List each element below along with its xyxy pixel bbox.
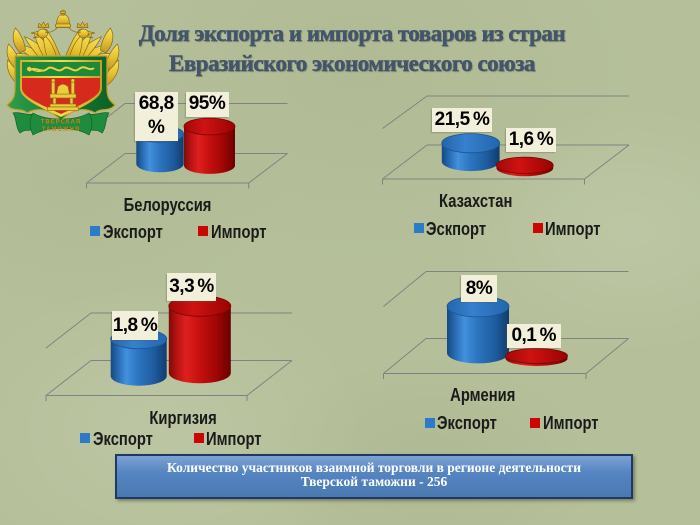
svg-text:ТАМОЖНЯ: ТАМОЖНЯ [42,127,80,133]
svg-text:ТВЕРСКАЯ: ТВЕРСКАЯ [41,120,82,126]
